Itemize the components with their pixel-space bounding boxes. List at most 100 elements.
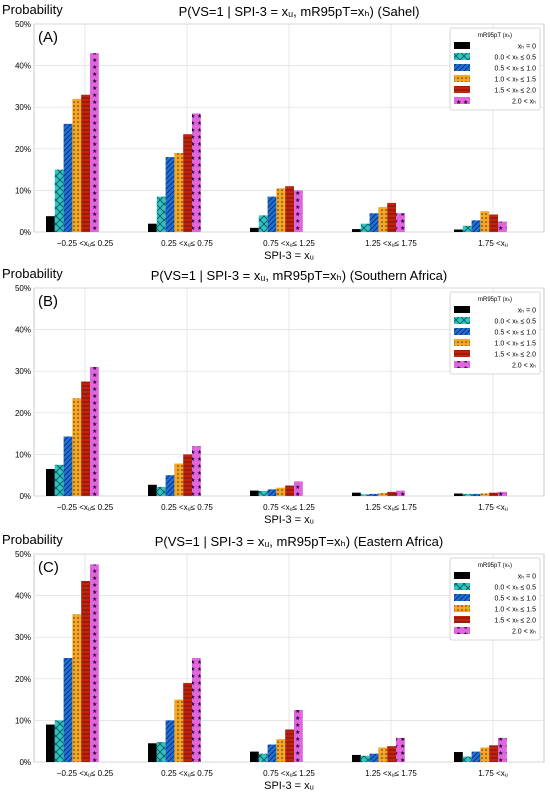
bar xyxy=(183,682,192,762)
bar xyxy=(174,463,184,496)
legend-swatch xyxy=(454,86,470,93)
legend-title: mR95pT (xₕ) xyxy=(478,563,512,569)
x-axis-label: SPI-3 = xᵤ xyxy=(264,250,314,262)
chart-title: P(VS=1 | SPI-3 = xᵤ, mR95pT=xₕ) (Souther… xyxy=(151,268,447,283)
bar xyxy=(54,169,64,232)
bar xyxy=(276,487,286,496)
legend-swatch xyxy=(454,97,470,104)
bar xyxy=(81,94,90,232)
bar xyxy=(250,490,259,496)
bar xyxy=(276,739,286,762)
bar xyxy=(63,436,73,496)
bar xyxy=(165,157,175,232)
y-tick-label: 0% xyxy=(19,228,31,237)
bar xyxy=(294,710,303,762)
legend-swatch xyxy=(454,339,470,346)
bar xyxy=(72,98,82,232)
bar xyxy=(294,190,303,232)
legend-entry: xₕ = 0 xyxy=(518,44,536,51)
y-tick-label: 10% xyxy=(15,186,31,195)
bar xyxy=(183,134,192,232)
legend-swatch xyxy=(454,317,470,324)
chart-panel-2: Probability P(VS=1 | SPI-3 = xᵤ, mR95pT=x… xyxy=(2,266,545,526)
legend-swatch xyxy=(454,306,470,313)
y-tick-label: 30% xyxy=(15,367,31,376)
legend-entry: 2.0 < xₕ xyxy=(512,99,536,106)
bar xyxy=(454,493,463,496)
legend-swatch xyxy=(454,594,470,601)
bar xyxy=(258,215,268,232)
legend: mR95pT (xₕ) xₕ = 0 0.0 < xₕ ≤ 0.5 0.5 < xₕ … xyxy=(449,27,541,111)
panel-label: (B) xyxy=(38,293,58,310)
x-tick-label: 0.25 <xᵤ≤ 0.75 xyxy=(161,239,213,248)
legend-entry: 2.0 < xₕ xyxy=(512,629,536,636)
bar xyxy=(369,213,379,232)
legend-entry: 0.0 < xₕ ≤ 0.5 xyxy=(494,585,536,592)
legend-swatch xyxy=(454,64,470,71)
x-tick-label: 0.25 <xᵤ≤ 0.75 xyxy=(161,503,213,512)
legend-entry: 2.0 < xₕ xyxy=(512,363,536,370)
bar xyxy=(387,491,396,496)
bar xyxy=(183,454,192,496)
bar xyxy=(462,756,472,762)
bar xyxy=(489,745,498,762)
legend-entry: 0.5 < xₕ ≤ 1.0 xyxy=(494,596,536,603)
chart-title: P(VS=1 | SPI-3 = xᵤ, mR95pT=xₕ) (Eastern… xyxy=(155,534,444,549)
bar xyxy=(250,751,259,762)
x-tick-label: 1.25 <xᵤ≤ 1.75 xyxy=(365,239,417,248)
bar xyxy=(396,737,405,762)
legend-title: mR95pT (xₕ) xyxy=(478,297,512,303)
bar xyxy=(480,211,490,232)
legend-swatch xyxy=(454,328,470,335)
y-tick-label: 50% xyxy=(15,550,31,559)
bar xyxy=(378,207,388,232)
bar xyxy=(90,53,99,233)
legend-entry: 1.5 < xₕ ≤ 2.0 xyxy=(494,352,536,359)
x-tick-label: −0.25 <xᵤ≤ 0.25 xyxy=(57,769,114,778)
legend-swatch xyxy=(454,627,470,634)
legend-entry: 0.5 < xₕ ≤ 1.0 xyxy=(494,330,536,337)
x-tick-label: 1.75 <xᵤ xyxy=(478,769,508,778)
bar xyxy=(471,493,481,496)
legend-swatch xyxy=(454,361,470,368)
bar xyxy=(46,216,55,232)
bar xyxy=(72,614,82,762)
legend-swatch xyxy=(454,616,470,623)
legend-entry: xₕ = 0 xyxy=(518,574,536,581)
bar xyxy=(258,753,268,762)
legend-entry: 0.5 < xₕ ≤ 1.0 xyxy=(494,66,536,73)
y-tick-label: 20% xyxy=(15,145,31,154)
bar xyxy=(81,581,90,762)
x-tick-label: 1.25 <xᵤ≤ 1.75 xyxy=(365,503,417,512)
bar xyxy=(480,747,490,762)
legend-entry: 1.0 < xₕ ≤ 1.5 xyxy=(494,607,536,614)
bar xyxy=(471,220,481,232)
panel-label: (A) xyxy=(38,29,58,46)
chart-panel-3: Probability P(VS=1 | SPI-3 = xᵤ, mR95pT=x… xyxy=(2,532,545,792)
bar xyxy=(63,658,73,762)
legend-swatch xyxy=(454,350,470,357)
bar xyxy=(285,485,294,496)
bar xyxy=(63,123,73,232)
x-axis-label: SPI-3 = xᵤ xyxy=(264,514,314,526)
legend-title: mR95pT (xₕ) xyxy=(478,33,512,39)
bar xyxy=(360,755,370,762)
bar xyxy=(156,742,166,762)
bar xyxy=(267,489,277,496)
y-tick-label: 40% xyxy=(15,326,31,335)
bar xyxy=(81,381,90,496)
x-tick-label: 0.25 <xᵤ≤ 0.75 xyxy=(161,769,213,778)
bar xyxy=(387,746,396,762)
bar xyxy=(489,214,498,232)
legend-entry: 1.0 < xₕ ≤ 1.5 xyxy=(494,77,536,84)
bar xyxy=(174,152,184,232)
chart-title: P(VS=1 | SPI-3 = xᵤ, mR95pT=xₕ) (Sahel) xyxy=(179,4,420,19)
bar xyxy=(489,492,498,496)
bar xyxy=(250,227,259,232)
panel-label: (C) xyxy=(38,559,59,576)
legend-entry: 1.0 < xₕ ≤ 1.5 xyxy=(494,341,536,348)
chart-panel-1: Probability P(VS=1 | SPI-3 = xᵤ, mR95pT=x… xyxy=(2,2,545,262)
bar xyxy=(360,494,370,496)
y-tick-label: 20% xyxy=(15,409,31,418)
